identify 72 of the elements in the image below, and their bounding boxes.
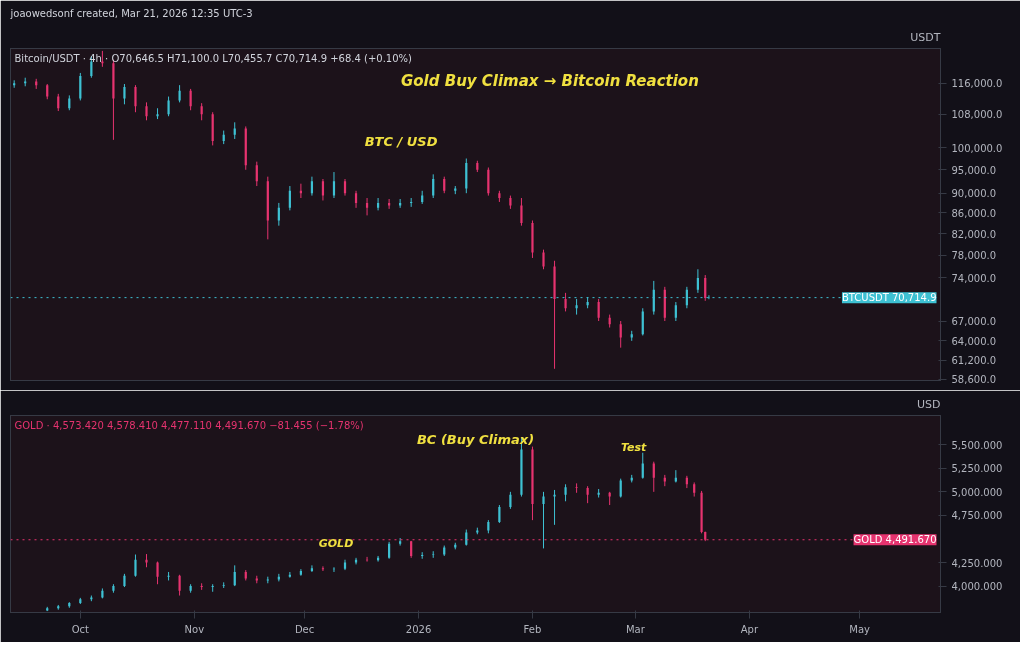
y-tick-label: 58,600.0 — [951, 374, 997, 386]
candlestick — [134, 84, 137, 113]
y-tick-label: 67,000.0 — [951, 316, 997, 327]
x-tick-label: Apr — [740, 623, 759, 635]
candlestick — [432, 173, 435, 199]
y-axis-title: USD — [917, 397, 941, 411]
y-tick-label: 100,000.0 — [951, 142, 1003, 154]
annotation: GOLD — [318, 537, 354, 551]
annotation: BC (Buy Climax) — [416, 431, 535, 447]
candlestick — [619, 478, 622, 498]
y-tick-label: 90,000.0 — [951, 188, 997, 200]
annotation: GOLD · 4,573.420 4,578.410 4,477.110 4,491.670 −81.455 (−1.78%) — [14, 420, 364, 431]
text: Gold Buy Climax → Bitcoin Reaction — [400, 71, 699, 90]
candlestick — [365, 197, 369, 216]
x-tick-label: Dec — [294, 623, 315, 635]
y-tick-label: 95,000.0 — [951, 164, 997, 176]
y-tick-label: 4,250.000 — [951, 557, 1003, 569]
candlestick — [542, 491, 545, 549]
y-tick-label: 78,000.0 — [951, 250, 997, 262]
y-tick-label: 61,200.0 — [951, 355, 997, 367]
ref-line-label: BTCUSDT 70,714.9 — [841, 292, 937, 304]
candlestick — [233, 564, 236, 587]
candlestick — [277, 202, 280, 227]
candlestick — [134, 554, 137, 578]
candlestick — [652, 461, 655, 493]
candlestick — [255, 161, 258, 187]
candlestick — [310, 564, 314, 573]
candlestick — [641, 452, 644, 480]
candlestick — [696, 268, 699, 294]
candlestick — [542, 249, 545, 270]
x-tick-label: Oct — [71, 623, 90, 635]
x-tick-label: Nov — [184, 623, 205, 635]
y-tick-label: 116,000.0 — [951, 78, 1003, 90]
y-tick-label: 5,250.000 — [951, 463, 1003, 475]
y-tick-label: 74,000.0 — [951, 272, 997, 284]
y-axis-title: USDT — [910, 30, 941, 44]
x-tick-label: Feb — [523, 623, 542, 635]
x-tick-label: 2026 — [405, 623, 432, 635]
y-tick-label: 86,000.0 — [951, 207, 997, 219]
candlestick — [376, 197, 380, 211]
candlestick — [553, 489, 556, 526]
candlestick — [619, 320, 622, 349]
candlestick — [123, 83, 126, 105]
y-tick-label: 82,000.0 — [951, 228, 997, 240]
candlestick — [321, 178, 325, 201]
candlestick — [156, 561, 159, 585]
candlestick — [564, 292, 567, 312]
x-tick-label: Mar — [625, 623, 646, 635]
candlestick — [167, 96, 170, 117]
candlestick — [288, 571, 291, 579]
text: joaowedsonf created, Mar 21, 2026 12:35 UTC-3 — [9, 7, 253, 19]
candlestick — [321, 565, 325, 572]
candlestick — [178, 574, 181, 597]
candlestick — [704, 274, 707, 302]
ref-line-label: GOLD 4,491.670 — [853, 534, 937, 546]
y-tick-label: 108,000.0 — [951, 109, 1003, 121]
candlestick — [310, 176, 314, 197]
candlestick — [674, 301, 677, 322]
y-tick-label: 64,000.0 — [951, 335, 997, 347]
candlestick — [520, 197, 523, 227]
candlestick — [332, 171, 336, 199]
candlestick — [597, 298, 600, 322]
y-tick-label: 4,750.000 — [951, 510, 1003, 522]
y-tick-label: 5,500.000 — [951, 439, 1003, 451]
candlestick — [575, 482, 578, 494]
candlestick — [641, 307, 644, 336]
annotation: BTC / USD — [364, 133, 438, 149]
candlestick — [399, 537, 402, 547]
y-tick-label: 5,000.000 — [951, 486, 1003, 498]
y-tick-label: 4,000.000 — [951, 581, 1003, 593]
x-tick-label: May — [849, 623, 871, 635]
annotation: Test — [620, 440, 648, 454]
